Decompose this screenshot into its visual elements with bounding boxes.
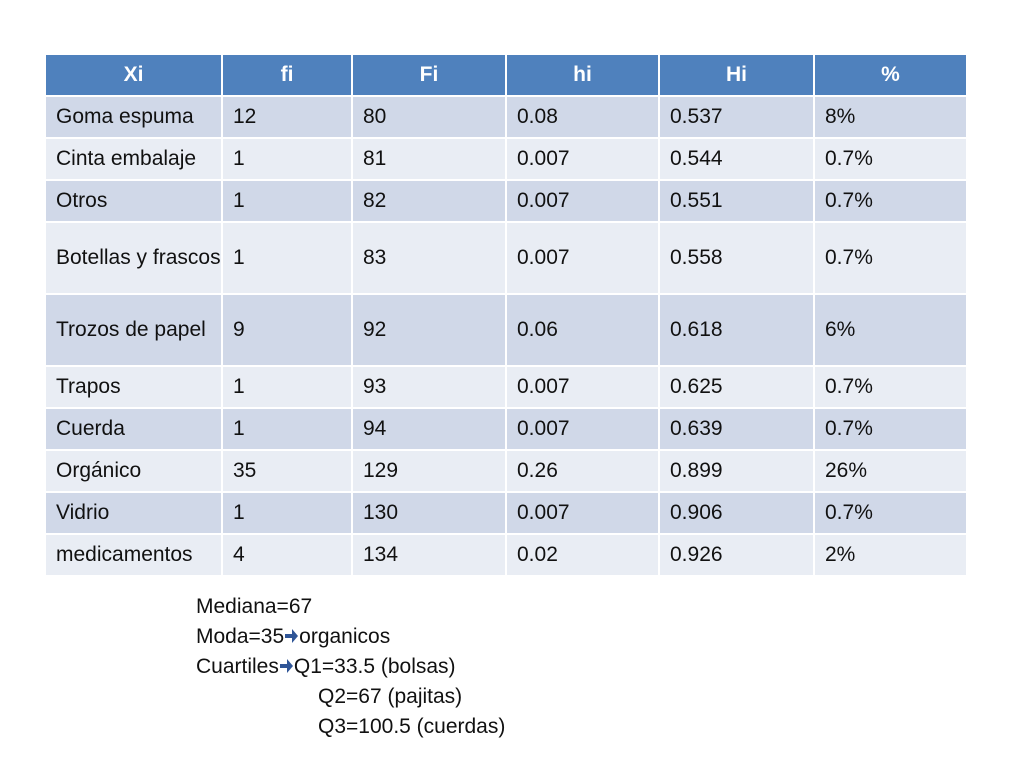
cell-xi: Trapos — [44, 365, 223, 409]
mediana-line: Mediana=67 — [196, 595, 313, 618]
cell-hi: 0.26 — [505, 449, 660, 493]
cell-hi: 0.007 — [505, 407, 660, 451]
cell-Hi: 0.899 — [658, 449, 815, 493]
header-hi: hi — [505, 53, 660, 97]
moda-line: Moda=35 organicos — [196, 622, 505, 652]
cell-xi: medicamentos — [44, 533, 223, 577]
cell-percent: 2% — [813, 533, 968, 577]
moda-value: Moda=35 — [196, 625, 285, 648]
cell-hi: 0.007 — [505, 137, 660, 181]
cell-percent: 0.7% — [813, 365, 968, 409]
cell-Fi: 134 — [351, 533, 507, 577]
cuartiles-label: Cuartiles — [196, 655, 279, 678]
cell-hi: 0.06 — [505, 293, 660, 367]
cell-xi: Vidrio — [44, 491, 223, 535]
frequency-table: Xi fi Fi hi Hi % Goma espuma 12 80 0.08 0.53… — [44, 53, 968, 577]
table-row: Orgánico 35 129 0.26 0.899 26% — [44, 449, 968, 493]
cell-xi: Goma espuma — [44, 95, 223, 139]
table-row: Cinta embalaje 1 81 0.007 0.544 0.7% — [44, 137, 968, 181]
cell-fi: 1 — [221, 407, 353, 451]
cell-Hi: 0.558 — [658, 221, 815, 295]
table-row: Otros 1 82 0.007 0.551 0.7% — [44, 179, 968, 223]
cell-fi: 1 — [221, 137, 353, 181]
cell-xi: Trozos de papel — [44, 293, 223, 367]
cell-fi: 1 — [221, 491, 353, 535]
cell-Hi: 0.926 — [658, 533, 815, 577]
table-row: Trozos de papel 9 92 0.06 0.618 6% — [44, 293, 968, 367]
cell-Hi: 0.618 — [658, 293, 815, 367]
table-header-row: Xi fi Fi hi Hi % — [44, 53, 968, 97]
cell-xi: Cuerda — [44, 407, 223, 451]
cell-percent: 0.7% — [813, 221, 968, 295]
q1-value: Q1=33.5 (bolsas) — [293, 655, 456, 678]
cuartiles-line: Cuartiles Q1=33.5 (bolsas) — [196, 652, 505, 682]
cell-percent: 0.7% — [813, 407, 968, 451]
cell-Hi: 0.537 — [658, 95, 815, 139]
table-row: Trapos 1 93 0.007 0.625 0.7% — [44, 365, 968, 409]
cell-Hi: 0.544 — [658, 137, 815, 181]
table-row: medicamentos 4 134 0.02 0.926 2% — [44, 533, 968, 577]
cell-fi: 1 — [221, 221, 353, 295]
cell-hi: 0.007 — [505, 221, 660, 295]
cell-xi: Cinta embalaje — [44, 137, 223, 181]
cell-hi: 0.007 — [505, 491, 660, 535]
cell-percent: 0.7% — [813, 179, 968, 223]
cell-Fi: 130 — [351, 491, 507, 535]
cell-Fi: 80 — [351, 95, 507, 139]
cell-percent: 0.7% — [813, 491, 968, 535]
cell-Hi: 0.639 — [658, 407, 815, 451]
cell-fi: 4 — [221, 533, 353, 577]
cell-Fi: 93 — [351, 365, 507, 409]
cell-percent: 26% — [813, 449, 968, 493]
cell-xi: Otros — [44, 179, 223, 223]
header-fi: fi — [221, 53, 353, 97]
cell-fi: 1 — [221, 179, 353, 223]
header-Hi-cumulative: Hi — [658, 53, 815, 97]
arrow-right-icon — [279, 659, 293, 673]
cell-Fi: 82 — [351, 179, 507, 223]
table-row: Cuerda 1 94 0.007 0.639 0.7% — [44, 407, 968, 451]
cell-Hi: 0.625 — [658, 365, 815, 409]
table-row: Botellas y frascos 1 83 0.007 0.558 0.7% — [44, 221, 968, 295]
cell-Fi: 92 — [351, 293, 507, 367]
cell-fi: 12 — [221, 95, 353, 139]
cell-fi: 35 — [221, 449, 353, 493]
cell-Fi: 129 — [351, 449, 507, 493]
cell-fi: 9 — [221, 293, 353, 367]
cell-Hi: 0.906 — [658, 491, 815, 535]
moda-label: organicos — [299, 625, 391, 648]
header-Fi-cumulative: Fi — [351, 53, 507, 97]
cell-fi: 1 — [221, 365, 353, 409]
cell-percent: 6% — [813, 293, 968, 367]
cell-Fi: 83 — [351, 221, 507, 295]
cell-hi: 0.007 — [505, 179, 660, 223]
cell-xi: Botellas y frascos — [44, 221, 223, 295]
arrow-right-icon — [285, 629, 299, 643]
table-row: Vidrio 1 130 0.007 0.906 0.7% — [44, 491, 968, 535]
cell-percent: 8% — [813, 95, 968, 139]
cell-percent: 0.7% — [813, 137, 968, 181]
cell-Fi: 94 — [351, 407, 507, 451]
table-row: Goma espuma 12 80 0.08 0.537 8% — [44, 95, 968, 139]
cell-hi: 0.02 — [505, 533, 660, 577]
header-xi: Xi — [44, 53, 223, 97]
table-body: Goma espuma 12 80 0.08 0.537 8% Cinta embalaje… — [44, 95, 968, 577]
header-percent: % — [813, 53, 968, 97]
q2-line: Q2=67 (pajitas) — [318, 685, 463, 708]
q3-line: Q3=100.5 (cuerdas) — [318, 715, 506, 738]
cell-Hi: 0.551 — [658, 179, 815, 223]
cell-Fi: 81 — [351, 137, 507, 181]
cell-xi: Orgánico — [44, 449, 223, 493]
cell-hi: 0.007 — [505, 365, 660, 409]
cell-hi: 0.08 — [505, 95, 660, 139]
statistics-notes: Mediana=67 Moda=35 organicos Cuartiles Q1=… — [196, 592, 505, 742]
